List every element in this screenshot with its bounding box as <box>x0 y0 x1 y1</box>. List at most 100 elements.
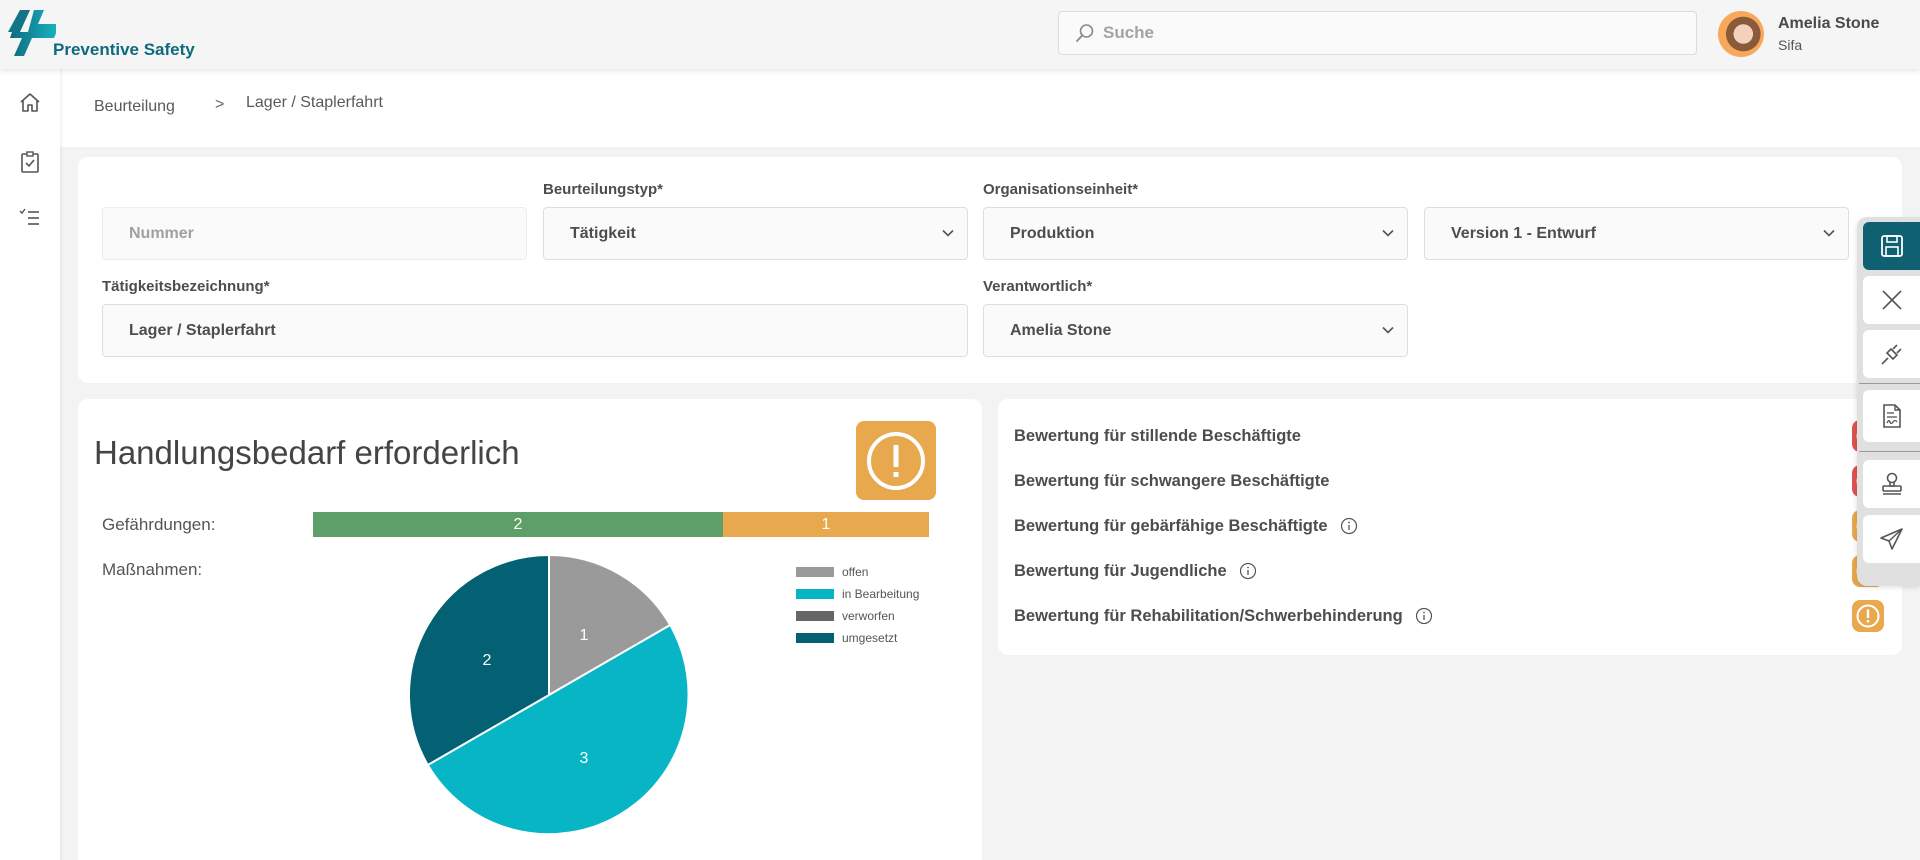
legend-item-umgesetzt[interactable]: umgesetzt <box>796 627 919 649</box>
list-item[interactable]: Bewertung für stillende Beschäftigte <box>1014 420 1884 452</box>
organisationseinheit-select[interactable]: Produktion <box>983 207 1408 260</box>
legend-swatch <box>796 633 834 643</box>
assessment-label: Bewertung für stillende Beschäftigte <box>1014 426 1301 445</box>
gefaehrdungen-label: Gefährdungen: <box>102 515 216 534</box>
bar-segment-green[interactable]: 2 <box>313 512 723 537</box>
send-button[interactable] <box>1863 515 1920 563</box>
assessment-label: Bewertung für schwangere Beschäftigte <box>1014 471 1330 490</box>
breadcrumb-item-assessment[interactable]: Beurteilung <box>94 98 175 115</box>
toolbar-divider <box>1859 451 1920 452</box>
legend-label: offen <box>842 565 869 579</box>
sidebar <box>0 69 60 860</box>
search-box[interactable] <box>1058 11 1697 55</box>
legend-swatch <box>796 567 834 577</box>
bar-segment-orange[interactable]: 1 <box>723 512 929 537</box>
assessments-card: Bewertung für stillende Beschäftigte Bew… <box>998 399 1902 655</box>
taetigkeitsbezeichnung-input[interactable]: Lager / Staplerfahrt <box>102 304 968 357</box>
toolbar-divider <box>1859 383 1920 384</box>
legend-label: umgesetzt <box>842 631 898 645</box>
assessment-form: Beurteilungstyp* Organisationseinheit* N… <box>78 157 1902 383</box>
close-button[interactable] <box>1863 276 1920 324</box>
massnahmen-label: Maßnahmen: <box>102 560 203 579</box>
breadcrumb-item-current: Lager / Staplerfahrt <box>246 94 383 111</box>
link-button[interactable] <box>1863 330 1920 378</box>
sidebar-item-measures[interactable] <box>16 203 44 231</box>
summary-card: Handlungsbedarf erforderlich Gefährdunge… <box>78 399 982 860</box>
breadcrumb-separator: > <box>215 96 225 113</box>
warning-icon <box>1852 600 1884 632</box>
avatar[interactable] <box>1718 11 1764 57</box>
pie-label-umgesetzt: 2 <box>483 652 492 669</box>
info-icon[interactable] <box>1340 517 1358 535</box>
legend-item-in-bearbeitung[interactable]: in Bearbeitung <box>796 583 919 605</box>
organisationseinheit-value: Produktion <box>1010 224 1095 242</box>
close-icon <box>1881 290 1902 310</box>
version-select[interactable]: Version 1 - Entwurf <box>1424 207 1849 260</box>
legend-swatch <box>796 589 834 599</box>
verantwortlich-value: Amelia Stone <box>1010 321 1112 339</box>
plug-icon <box>1880 344 1902 365</box>
warning-icon <box>867 431 925 490</box>
info-icon[interactable] <box>1239 562 1257 580</box>
list-item[interactable]: Bewertung für schwangere Beschäftigte <box>1014 465 1884 497</box>
chevron-down-icon <box>1382 229 1394 237</box>
sidebar-item-home[interactable] <box>16 89 44 117</box>
home-icon <box>20 93 40 112</box>
checklist-icon <box>19 208 39 225</box>
massnahmen-pie-chart: 1 3 2 <box>408 553 690 836</box>
pie-slice-umgesetzt[interactable] <box>408 553 550 767</box>
search-icon <box>1076 24 1094 42</box>
sidebar-item-assessments[interactable] <box>16 148 44 176</box>
save-icon <box>1880 235 1903 257</box>
status-badge <box>856 421 936 500</box>
summary-title: Handlungsbedarf erforderlich <box>94 434 520 471</box>
chevron-down-icon <box>1382 326 1394 334</box>
logo-icon <box>8 10 56 56</box>
verantwortlich-label: Verantwortlich* <box>983 278 1093 295</box>
document-button[interactable] <box>1863 390 1920 442</box>
breadcrumb <box>60 69 1920 147</box>
pie-slice-offen[interactable] <box>548 553 672 697</box>
legend-label: in Bearbeitung <box>842 587 920 601</box>
chevron-down-icon <box>1823 229 1835 237</box>
assessment-label: Bewertung für Rehabilitation/Schwerbehin… <box>1014 606 1403 625</box>
stamp-icon <box>1881 472 1902 495</box>
organisationseinheit-label: Organisationseinheit* <box>983 181 1139 198</box>
search-input[interactable] <box>1103 23 1663 43</box>
top-header: Preventive Safety Amelia Stone Sifa <box>0 0 1920 69</box>
beurteilungstyp-select[interactable]: Tätigkeit <box>543 207 968 260</box>
pie-label-offen: 1 <box>580 627 589 644</box>
legend-item-verworfen[interactable]: verworfen <box>796 605 919 627</box>
version-value: Version 1 - Entwurf <box>1451 224 1596 242</box>
approve-button[interactable] <box>1863 460 1920 508</box>
taetigkeitsbezeichnung-value: Lager / Staplerfahrt <box>129 321 276 339</box>
brand-name: Preventive Safety <box>53 40 195 59</box>
user-profile[interactable]: Amelia Stone Sifa <box>1718 11 1879 57</box>
pie-legend: offen in Bearbeitung verworfen umgesetzt <box>796 561 919 649</box>
beurteilungstyp-value: Tätigkeit <box>570 224 636 242</box>
assessment-label: Bewertung für gebärfähige Beschäftigte <box>1014 516 1328 535</box>
legend-item-offen[interactable]: offen <box>796 561 919 583</box>
taetigkeitsbezeichnung-label: Tätigkeitsbezeichnung* <box>102 278 270 295</box>
nummer-placeholder: Nummer <box>129 224 194 242</box>
pie-label-in-bearbeitung: 3 <box>580 750 589 767</box>
info-icon[interactable] <box>1415 607 1433 625</box>
send-icon <box>1879 528 1903 550</box>
verantwortlich-select[interactable]: Amelia Stone <box>983 304 1408 357</box>
document-signature-icon <box>1882 404 1901 428</box>
list-item[interactable]: Bewertung für Rehabilitation/Schwerbehin… <box>1014 600 1884 632</box>
action-toolbar <box>1857 217 1920 586</box>
gefaehrdungen-bar: 2 1 <box>313 512 929 537</box>
beurteilungstyp-label: Beurteilungstyp* <box>543 181 664 198</box>
chevron-down-icon <box>942 229 954 237</box>
user-role: Sifa <box>1778 37 1803 53</box>
list-item[interactable]: Bewertung für Jugendliche <box>1014 555 1884 587</box>
save-button[interactable] <box>1863 222 1920 270</box>
legend-label: verworfen <box>842 609 895 623</box>
list-item[interactable]: Bewertung für gebärfähige Beschäftigte <box>1014 510 1884 542</box>
legend-swatch <box>796 611 834 621</box>
pie-slice-in-bearbeitung[interactable] <box>426 623 690 836</box>
nummer-input[interactable]: Nummer <box>102 207 527 260</box>
clipboard-check-icon <box>21 151 39 173</box>
assessment-label: Bewertung für Jugendliche <box>1014 561 1227 580</box>
